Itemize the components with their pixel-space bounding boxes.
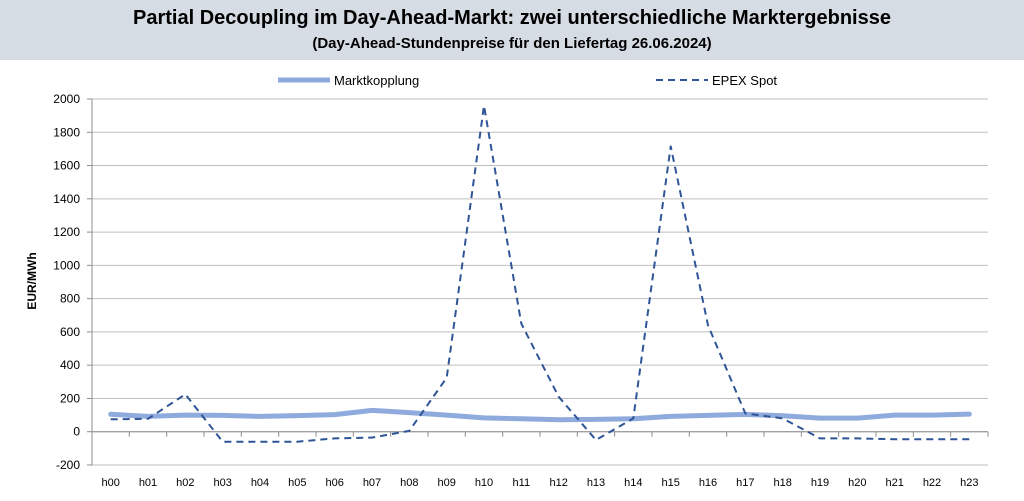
- x-tick-label: h23: [960, 477, 978, 489]
- x-tick-label: h03: [213, 477, 231, 489]
- x-tick-label: h10: [475, 477, 493, 489]
- series-line-epex-spot: [110, 104, 970, 443]
- x-tick-label: h16: [699, 477, 717, 489]
- x-tick-label: h04: [251, 477, 269, 489]
- x-tick-label: h19: [811, 477, 829, 489]
- chart-subtitle: (Day-Ahead-Stundenpreise für den Liefert…: [312, 35, 712, 52]
- x-tick-label: h13: [587, 477, 605, 489]
- gridlines: [92, 98, 988, 466]
- y-tick-label: 200: [60, 391, 80, 405]
- chart-title: Partial Decoupling im Day-Ahead-Markt: z…: [133, 7, 891, 29]
- x-tick-label: h00: [101, 477, 119, 489]
- y-tick-label: 400: [60, 358, 80, 372]
- x-tick-label: h09: [437, 477, 455, 489]
- x-tick-label: h02: [176, 477, 194, 489]
- y-tick-label: 1800: [53, 125, 80, 139]
- x-tick-label: h05: [288, 477, 306, 489]
- y-tick-label: 800: [60, 292, 80, 306]
- x-tick-label: h22: [923, 477, 941, 489]
- y-tick-labels: -200 0 200 400 600 800 1000 1200 1400 1600 1800 200…: [53, 92, 80, 472]
- x-tick-label: h11: [513, 477, 531, 489]
- series-line-marktkopplung: [108, 407, 972, 423]
- x-tick-label: h15: [661, 477, 679, 489]
- x-tick-label: h07: [363, 477, 381, 489]
- y-axis-label: EUR/MWh: [25, 252, 39, 309]
- x-tick-label: h18: [773, 477, 791, 489]
- x-tick-label: h06: [325, 477, 343, 489]
- y-tick-label: 0: [73, 425, 80, 439]
- axes: [87, 98, 989, 466]
- legend-label: Marktkopplung: [334, 73, 419, 88]
- x-tick-label: h01: [139, 477, 157, 489]
- y-tick-label: 600: [60, 325, 80, 339]
- legend-label: EPEX Spot: [712, 73, 777, 88]
- y-tick-label: 1200: [53, 225, 80, 239]
- y-tick-label: 1600: [53, 159, 80, 173]
- x-tick-label: h20: [848, 477, 866, 489]
- y-tick-label: 2000: [53, 92, 80, 106]
- x-tick-labels: h00 h01 h02 h03 h04 h05 h06 h07 h08 h09 h10 h11 h12 h…: [101, 477, 978, 489]
- x-tick-label: h14: [624, 477, 642, 489]
- x-tick-label: h21: [885, 477, 903, 489]
- y-tick-label: 1000: [53, 258, 80, 272]
- series-lines: [108, 104, 972, 443]
- x-tick-label: h12: [549, 477, 567, 489]
- x-tick-label: h08: [400, 477, 418, 489]
- legend: Marktkopplung EPEX Spot: [278, 73, 777, 88]
- y-tick-label: -200: [56, 458, 80, 472]
- y-tick-label: 1400: [53, 192, 80, 206]
- title-banner: Partial Decoupling im Day-Ahead-Markt: z…: [0, 0, 1024, 60]
- x-tick-label: h17: [736, 477, 754, 489]
